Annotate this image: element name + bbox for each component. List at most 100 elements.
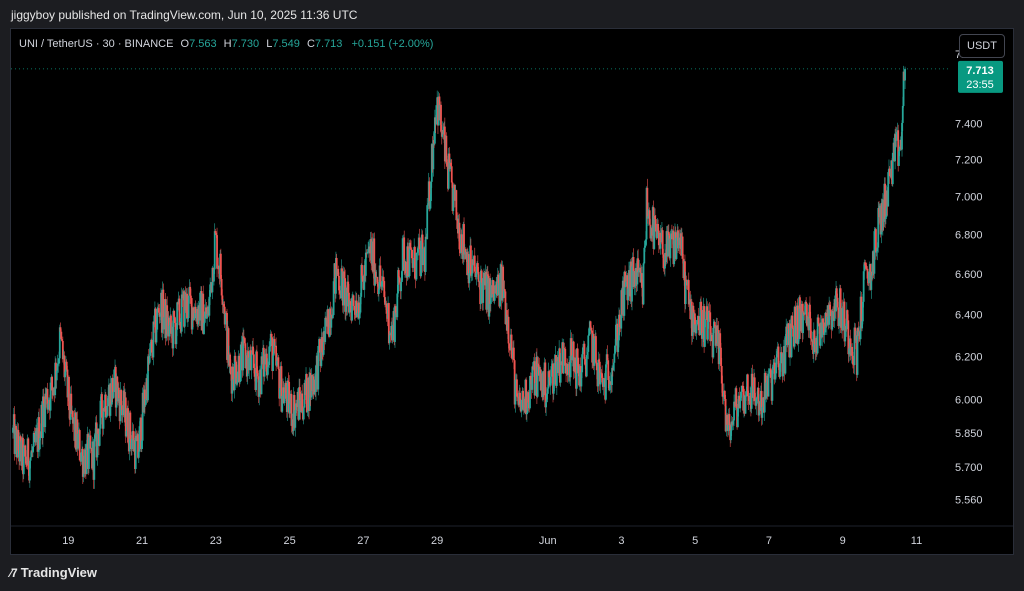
candle-body (897, 130, 900, 166)
candle-body (33, 432, 36, 435)
candle-body (730, 421, 733, 431)
candle-body (220, 278, 223, 296)
candle-body (213, 269, 215, 282)
candle-body (214, 231, 217, 233)
candle-body (140, 417, 142, 449)
candle-body (822, 319, 824, 323)
candle-body (598, 359, 600, 362)
candle-body (618, 314, 620, 341)
candle-body (61, 340, 64, 360)
ohlc-legend: UNI / TetherUS · 30 · BINANCE O7.563 H7.… (19, 38, 433, 50)
candle-body (482, 278, 485, 303)
candle-body (397, 270, 399, 294)
candle-body (321, 337, 324, 353)
candle-body (410, 249, 413, 259)
symbol-label[interactable]: UNI / TetherUS · 30 · BINANCE (19, 38, 174, 50)
candle-body (173, 316, 176, 323)
candle-body (376, 276, 379, 284)
candle-body (335, 257, 337, 294)
time-tick-label: 21 (136, 535, 148, 547)
candle-body (271, 337, 274, 372)
candle-body (42, 396, 44, 438)
candle-body (348, 301, 351, 313)
candle-body (287, 380, 290, 382)
candle-body (338, 290, 341, 294)
candle-body (891, 152, 894, 185)
candle-body (703, 319, 706, 347)
candle-body (700, 310, 703, 339)
candle-body (836, 297, 839, 308)
candle-body (112, 392, 115, 399)
candle-body (835, 288, 838, 298)
candle-body (837, 307, 840, 327)
candle-body (273, 339, 276, 346)
candle-body (856, 327, 859, 375)
candle-body (804, 301, 807, 315)
candle-body (260, 356, 263, 395)
candle-body (750, 373, 753, 409)
candle-body (504, 291, 507, 325)
candle-body (162, 289, 165, 330)
candle-body (786, 323, 789, 346)
candle-body (269, 333, 272, 347)
price-chart[interactable]: 7.8007.4007.2007.0006.8006.6006.4006.200… (11, 29, 1014, 555)
candle-body (213, 231, 216, 270)
candle-body (581, 354, 584, 373)
candle-body (545, 393, 548, 403)
candle-body (256, 373, 259, 377)
candle-body (843, 301, 846, 342)
candle-body (229, 366, 232, 375)
candle-body (624, 271, 627, 287)
candle-body (205, 307, 208, 319)
candle-body (379, 265, 382, 282)
candle-body (805, 301, 808, 304)
tradingview-logo[interactable]: ⁄7 TradingView (10, 565, 97, 580)
candle-body (105, 415, 108, 418)
candle-body (695, 324, 698, 334)
currency-button[interactable]: USDT (959, 34, 1005, 58)
candle-body (720, 347, 722, 366)
candle-body (533, 361, 536, 396)
candle-body (144, 398, 147, 406)
candle-body (119, 390, 122, 422)
candle-body (78, 430, 81, 461)
candle-body (721, 383, 724, 397)
candle-body (503, 288, 505, 298)
candle-body (486, 274, 489, 276)
candle-body (148, 355, 151, 364)
candle-body (817, 317, 820, 324)
candle-body (584, 359, 587, 366)
price-tick-label: 6.200 (955, 351, 983, 363)
candle-body (470, 245, 472, 276)
candle-body (239, 344, 242, 382)
candle-body (278, 368, 281, 399)
candle-body (121, 409, 124, 416)
candle-body (286, 380, 289, 412)
candle-body (784, 336, 787, 374)
candle-body (189, 286, 192, 296)
candle-body (547, 371, 550, 389)
candle-body (60, 331, 63, 340)
candle-body (552, 384, 555, 394)
candle-body (155, 329, 158, 343)
candle-body (508, 343, 511, 349)
candle-body (429, 200, 432, 209)
candle-body (863, 262, 866, 272)
candle-body (186, 293, 189, 318)
candle-body (595, 362, 598, 371)
candle-body (616, 323, 619, 353)
candle-body (89, 435, 92, 449)
candle-body (667, 231, 670, 236)
candle-body (388, 333, 391, 344)
candle-body (854, 327, 857, 341)
candle-body (424, 236, 427, 272)
candle-body (755, 398, 758, 406)
candle-body (818, 323, 821, 327)
candle-body (283, 392, 286, 404)
candle-body (208, 296, 211, 316)
candle-body (458, 222, 461, 250)
chart-panel[interactable]: 7.8007.4007.2007.0006.8006.6006.4006.200… (10, 28, 1014, 555)
candle-body (802, 312, 804, 334)
candle-body (756, 397, 758, 399)
candle-body (157, 308, 160, 313)
